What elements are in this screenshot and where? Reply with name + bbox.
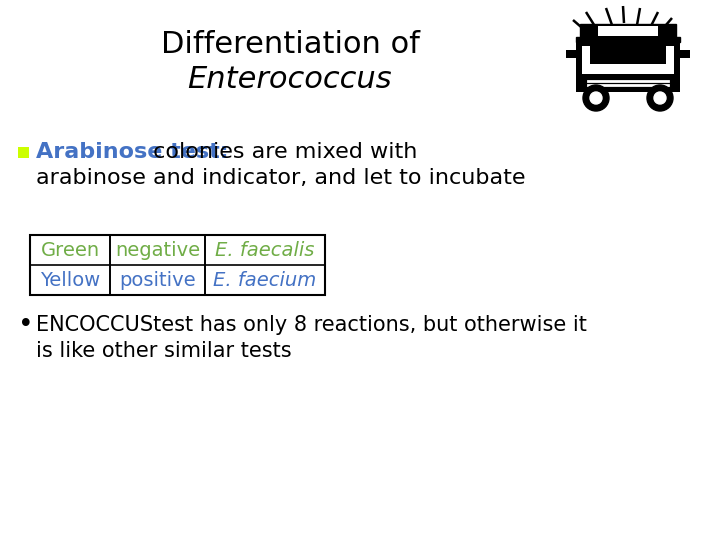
Bar	[576, 88, 680, 92]
Text: is like other similar tests: is like other similar tests	[36, 341, 292, 361]
Text: E. faecalis: E. faecalis	[215, 240, 315, 260]
Text: negative: negative	[115, 240, 200, 260]
Circle shape	[590, 92, 602, 104]
Bar	[18, 147, 29, 158]
Text: Arabinose test:: Arabinose test:	[36, 142, 229, 162]
Text: •: •	[18, 312, 34, 338]
Bar	[566, 50, 576, 58]
Text: positive: positive	[120, 271, 196, 289]
Text: Green: Green	[40, 240, 99, 260]
Circle shape	[583, 85, 609, 111]
Bar	[590, 46, 666, 64]
Circle shape	[647, 85, 673, 111]
Bar	[30, 235, 325, 295]
Bar	[598, 26, 658, 36]
Bar	[576, 37, 680, 42]
Text: colonies are mixed with: colonies are mixed with	[146, 142, 418, 162]
Bar	[576, 42, 680, 90]
Circle shape	[654, 92, 666, 104]
Text: arabinose and indicator, and let to incubate: arabinose and indicator, and let to incu…	[36, 168, 526, 188]
Text: ENCOCCUStest has only 8 reactions, but otherwise it: ENCOCCUStest has only 8 reactions, but o…	[36, 315, 587, 335]
Bar	[680, 50, 690, 58]
Bar	[582, 80, 610, 90]
Bar	[646, 80, 674, 90]
Text: Enterococcus: Enterococcus	[188, 65, 392, 94]
Text: Yellow: Yellow	[40, 271, 100, 289]
Bar	[582, 46, 674, 74]
Bar	[580, 24, 676, 38]
Text: Differentiation of: Differentiation of	[161, 30, 420, 59]
Text: E. faecium: E. faecium	[213, 271, 317, 289]
